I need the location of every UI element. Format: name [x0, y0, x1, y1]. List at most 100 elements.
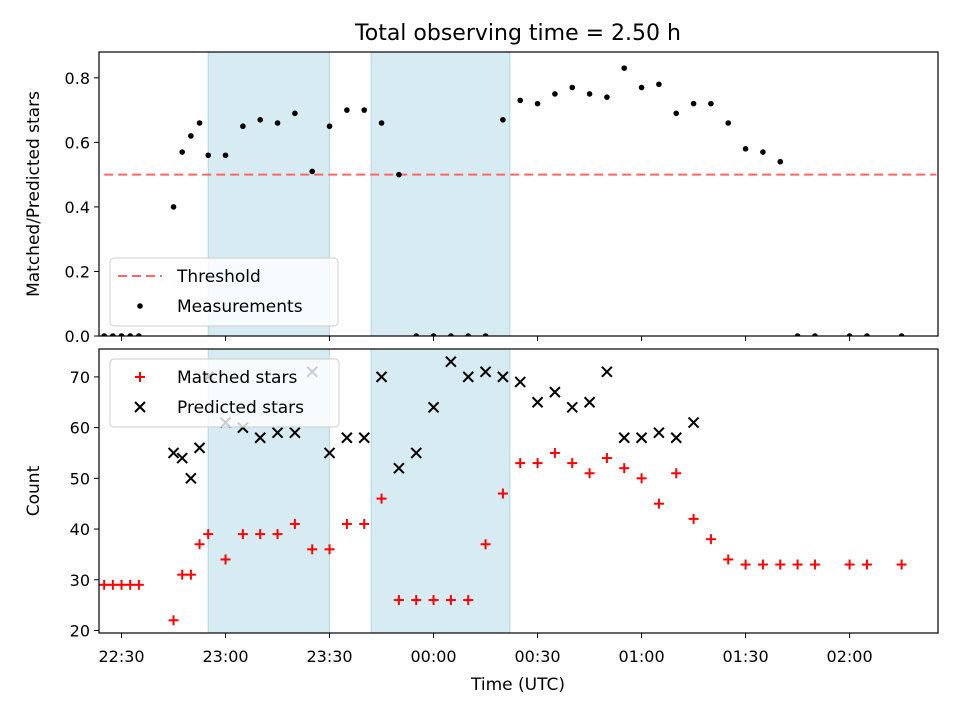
measurement-point: [569, 84, 576, 91]
legend-label: Threshold: [176, 267, 261, 287]
measurement-point: [344, 107, 350, 113]
matched-stars-point: [428, 595, 439, 606]
legend: Threshold Measurements: [109, 257, 339, 327]
legend: Matched stars Predicted stars: [109, 358, 340, 428]
predicted-stars-point: [618, 432, 630, 444]
predicted-stars-point: [341, 432, 353, 444]
legend-measurements-swatch: [137, 303, 143, 309]
measurement-point: [638, 84, 645, 91]
measurement-point: [170, 204, 177, 210]
predicted-stars-point: [254, 432, 266, 444]
predicted-stars-point: [393, 462, 405, 474]
legend-predicted-swatch: [134, 401, 146, 413]
legend-label: Measurements: [177, 297, 303, 317]
predicted-stars-point: [193, 442, 206, 454]
matched-stars-point: [532, 458, 543, 469]
measurement-point: [812, 333, 818, 336]
matched-stars-point: [125, 579, 136, 590]
x-tick-label: 23:00: [202, 647, 248, 666]
matched-stars-point: [255, 529, 266, 540]
matched-stars-point: [775, 559, 786, 570]
predicted-stars-point: [427, 401, 440, 414]
measurement-point: [205, 152, 212, 159]
measurement-point: [517, 97, 524, 104]
observing-window-2: [370, 51, 511, 337]
legend-box: [109, 358, 340, 428]
measurement-point: [621, 65, 628, 71]
matched-stars-point: [844, 559, 855, 570]
matched-stars-point: [168, 615, 179, 626]
matched-stars-point: [653, 498, 664, 509]
measurement-point: [292, 110, 298, 117]
matched-stars-point: [393, 595, 404, 606]
axes-frame: [98, 51, 939, 337]
matched-stars-point: [688, 513, 699, 524]
predicted-stars-point: [583, 396, 596, 408]
matched-stars-point: [549, 447, 560, 458]
matched-stars-point: [705, 534, 716, 545]
legend-label: Matched stars: [177, 368, 297, 388]
measurement-point: [257, 116, 264, 123]
predicted-stars-point: [445, 355, 457, 368]
measurement-point: [378, 120, 385, 126]
x-tick-label: 00:30: [515, 647, 561, 666]
measurement-point: [222, 152, 229, 159]
measurement-point: [465, 333, 472, 336]
measurement-point: [118, 333, 125, 336]
measurement-point: [656, 81, 662, 88]
matched-stars-point: [272, 529, 283, 540]
matched-stars-point: [515, 458, 526, 469]
predicted-stars-point: [566, 401, 578, 414]
measurement-point: [760, 149, 766, 155]
y-axis-label: Count: [24, 465, 44, 516]
matched-stars-point: [177, 569, 188, 580]
measurement-point: [361, 107, 368, 113]
predicted-stars-point: [176, 452, 188, 464]
x-tick-label: 23:30: [306, 647, 352, 666]
y-tick-label: 0.8: [65, 69, 90, 88]
matched-stars-point: [584, 468, 595, 479]
matched-stars-point: [861, 559, 872, 570]
predicted-stars-point: [514, 376, 526, 388]
predicted-stars-point: [185, 472, 197, 485]
measurement-point: [196, 120, 203, 126]
measurement-point: [500, 116, 506, 123]
axes-frame: [98, 348, 939, 634]
measurement-point: [179, 149, 186, 155]
matched-stars-point: [107, 579, 118, 590]
y-tick-label: 0.0: [65, 327, 90, 346]
matched-stars-point: [567, 458, 578, 469]
matched-stars-point: [307, 544, 318, 555]
predicted-stars-point: [167, 447, 180, 459]
matched-stars-point: [809, 559, 820, 570]
matched-stars-point: [237, 529, 248, 540]
matched-stars-point: [133, 579, 144, 590]
predicted-stars-point: [323, 447, 336, 459]
y-tick-label: 0.4: [65, 198, 90, 217]
measurement-point: [725, 120, 732, 126]
predicted-stars-point: [601, 366, 613, 378]
x-tick-label: 01:00: [619, 647, 665, 666]
y-axis-label: Matched/Predicted stars: [24, 91, 44, 297]
matched-stars-point: [792, 559, 803, 570]
observing-window-2: [370, 348, 511, 634]
matched-stars-point: [359, 518, 370, 529]
chart-title: Total observing time = 2.50 h: [354, 21, 681, 46]
y-tick-label: 40: [70, 520, 90, 539]
legend-label: Predicted stars: [177, 398, 304, 418]
predicted-stars-point: [549, 386, 561, 398]
measurement-point: [101, 333, 107, 336]
measurement-point: [742, 146, 749, 152]
measurement-point: [708, 100, 714, 107]
predicted-stars-point: [271, 426, 284, 439]
predicted-stars-point: [497, 371, 509, 383]
y-tick-label: 30: [70, 571, 90, 590]
matched-stars-point: [324, 544, 335, 555]
measurement-point: [430, 333, 437, 336]
measurement-point: [240, 123, 246, 130]
measurement-point: [898, 333, 905, 336]
predicted-stars-point: [479, 366, 492, 378]
measurement-point: [482, 333, 489, 336]
matched-stars-point: [99, 579, 110, 590]
matched-stars-point: [194, 539, 205, 550]
